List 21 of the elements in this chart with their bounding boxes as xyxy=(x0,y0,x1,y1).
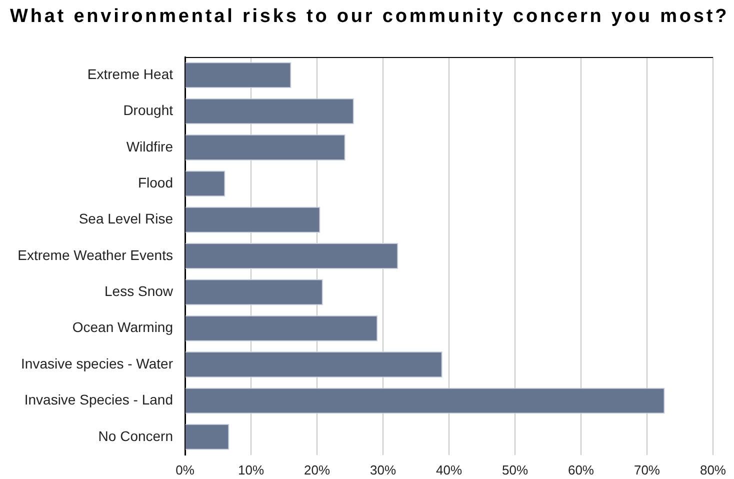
y-tick-label: Invasive Species - Land xyxy=(24,392,173,408)
y-tick-label: Extreme Heat xyxy=(87,66,174,82)
y-tick-label: Less Snow xyxy=(104,283,174,300)
x-tick-label: 50% xyxy=(502,462,528,478)
y-tick-label: Flood xyxy=(138,174,173,190)
y-tick-label: Invasive species - Water xyxy=(21,355,174,372)
y-tick-label: Wildfire xyxy=(126,138,174,154)
y-tick-label: Drought xyxy=(123,102,174,118)
x-tick-label: 40% xyxy=(436,462,462,478)
x-tick-label: 80% xyxy=(700,462,726,478)
y-tick-label: Extreme Weather Events xyxy=(18,246,173,263)
x-tick-label: 0% xyxy=(176,462,195,478)
x-tick-label: 10% xyxy=(238,462,264,478)
y-tick-label: No Concern xyxy=(98,428,173,444)
x-tick-label: 60% xyxy=(568,462,594,478)
x-tick-label: 70% xyxy=(634,462,660,478)
chart-title: What environmental risks to our community concern you most? xyxy=(10,6,730,27)
x-tick-label: 30% xyxy=(370,462,396,478)
y-tick-label: Sea Level Rise xyxy=(78,210,174,227)
y-tick-label: Ocean Warming xyxy=(72,319,173,336)
x-tick-label: 20% xyxy=(304,462,330,478)
